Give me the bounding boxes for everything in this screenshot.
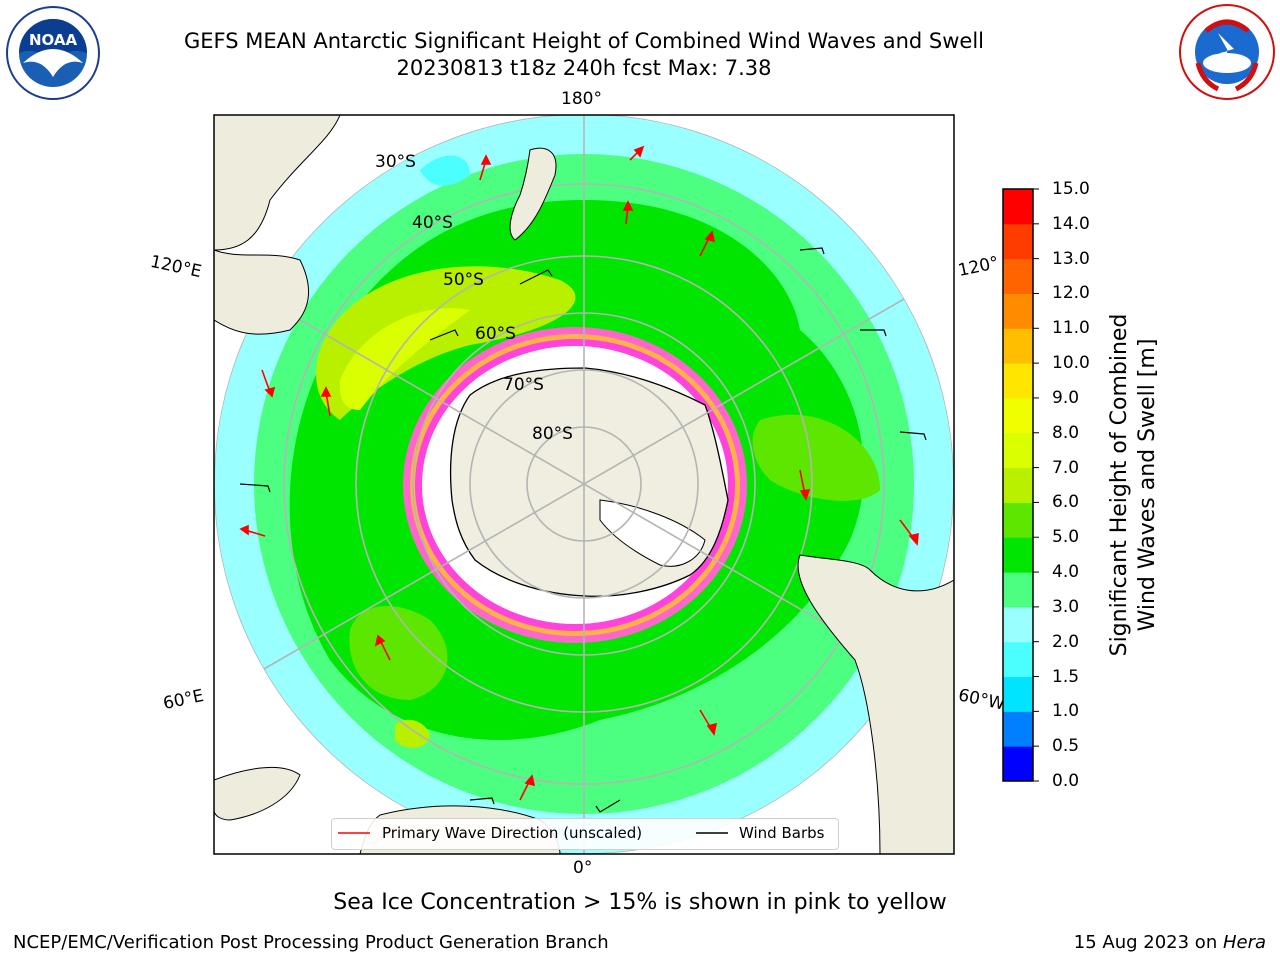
colorbar-segment — [1003, 293, 1033, 329]
footer-date-text: 15 Aug 2023 on — [1073, 932, 1223, 953]
footer-host: Hera — [1222, 932, 1266, 953]
colorbar-tick-label: 5.0 — [1052, 527, 1080, 548]
colorbar-segment — [1003, 676, 1033, 712]
colorbar-tick-label: 11.0 — [1052, 318, 1090, 339]
colorbar-segment — [1003, 711, 1033, 747]
colorbar-segment — [1003, 572, 1033, 608]
legend-wave-label: Primary Wave Direction (unscaled) — [382, 824, 643, 842]
noaa-logo: NOAA — [5, 5, 101, 101]
colorbar-tick-label: 4.0 — [1052, 562, 1080, 583]
colorbar-tick-label: 13.0 — [1052, 248, 1090, 269]
chart-title: GEFS MEAN Antarctic Significant Height o… — [183, 29, 985, 53]
colorbar-tick-label: 0.5 — [1052, 736, 1080, 757]
sea-ice-caption: Sea Ice Concentration > 15% is shown in … — [333, 890, 947, 915]
colorbar-segment — [1003, 606, 1033, 643]
colorbar-tick-label: 7.0 — [1052, 457, 1080, 478]
colorbar-tick-label: 9.0 — [1052, 387, 1080, 408]
colorbar-segment — [1003, 397, 1033, 434]
colorbar-segment — [1003, 189, 1033, 225]
colorbar-segment — [1003, 502, 1033, 538]
colorbar-tick-label: 0.0 — [1052, 771, 1080, 791]
chart-subtitle: 20230813 t18z 240h fcst Max: 7.38 — [396, 56, 772, 80]
colorbar-tick-label: 3.0 — [1052, 596, 1080, 617]
lat-label-30s: 30°S — [375, 152, 416, 172]
colorbar-segment — [1003, 537, 1033, 573]
legend-barb-label: Wind Barbs — [739, 824, 825, 842]
svg-text:Significant Height of Combined: Significant Height of Combined — [1107, 314, 1132, 657]
footer-branch: NCEP/EMC/Verification Post Processing Pr… — [13, 932, 609, 953]
colorbar-segment — [1003, 328, 1033, 364]
colorbar-segment — [1003, 258, 1033, 294]
lat-label-70s: 70°S — [503, 375, 544, 395]
lon-label-bottom: 0° — [573, 858, 593, 878]
colorbar-tick-label: 2.0 — [1052, 631, 1080, 652]
lat-label-50s: 50°S — [443, 270, 484, 290]
colorbar — [1002, 188, 1039, 782]
colorbar-tick-label: 1.5 — [1052, 666, 1080, 687]
svg-text:Wind Waves and Swell [m]: Wind Waves and Swell [m] — [1135, 339, 1160, 632]
lat-label-60s: 60°S — [475, 324, 516, 344]
colorbar-tick-label: 15.0 — [1052, 179, 1090, 199]
lat-label-40s: 40°S — [412, 213, 453, 233]
colorbar-tick-label: 1.0 — [1052, 701, 1080, 722]
lat-label-80s: 80°S — [532, 424, 573, 444]
colorbar-tick-label: 10.0 — [1052, 353, 1090, 374]
colorbar-tick-label: 8.0 — [1052, 422, 1080, 443]
colorbar-segment — [1003, 432, 1033, 469]
colorbar-segment — [1003, 363, 1033, 399]
colorbar-segment — [1003, 223, 1033, 260]
colorbar-label: Significant Height of Combined Wind Wave… — [1107, 314, 1160, 657]
lon-label-top: 180° — [561, 89, 602, 109]
nws-logo — [1178, 3, 1276, 101]
colorbar-segment — [1003, 746, 1033, 782]
colorbar-tick-label: 14.0 — [1052, 213, 1090, 234]
colorbar-tick-label: 12.0 — [1052, 283, 1090, 304]
map-legend: Primary Wave Direction (unscaled) Wind B… — [331, 818, 839, 850]
wave-arrows — [239, 145, 919, 801]
wind-barbs — [239, 247, 927, 813]
footer-date: 15 Aug 2023 on Hera — [1074, 932, 1266, 953]
colorbar-segment — [1003, 641, 1033, 678]
colorbar-segment — [1003, 467, 1033, 503]
svg-text:NOAA: NOAA — [29, 31, 78, 49]
colorbar-tick-label: 6.0 — [1052, 492, 1080, 513]
